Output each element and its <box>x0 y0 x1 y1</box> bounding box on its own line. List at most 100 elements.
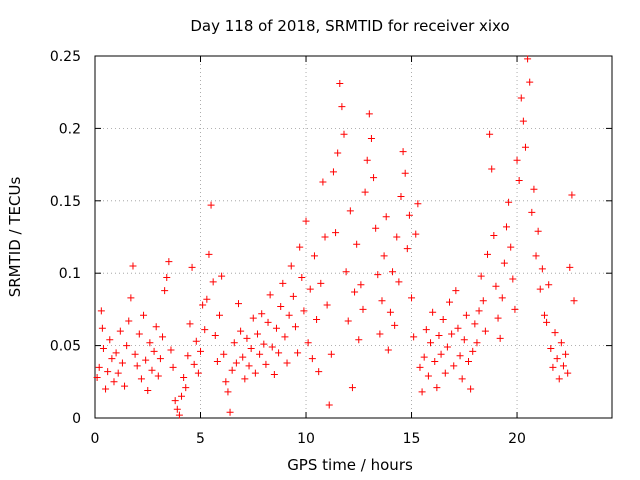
data-point <box>386 308 394 316</box>
data-point <box>439 316 447 324</box>
data-point <box>359 305 367 313</box>
data-point <box>348 384 356 392</box>
data-point <box>467 385 475 393</box>
data-point <box>530 185 538 193</box>
data-point <box>344 317 352 325</box>
data-point <box>370 174 378 182</box>
y-tick-label: 0.15 <box>50 194 81 210</box>
data-point <box>216 311 224 319</box>
data-point <box>336 80 344 88</box>
data-point <box>245 362 253 370</box>
data-point <box>129 262 137 270</box>
data-point <box>266 291 274 299</box>
data-point <box>526 78 534 86</box>
data-point <box>332 229 340 237</box>
data-point <box>454 324 462 332</box>
data-point <box>108 355 116 363</box>
data-point <box>395 278 403 286</box>
data-point <box>175 411 183 419</box>
data-point <box>226 408 234 416</box>
data-point <box>410 333 418 341</box>
data-point <box>146 339 154 347</box>
data-point <box>97 307 105 315</box>
chart-title: Day 118 of 2018, SRMTID for receiver xix… <box>190 17 509 35</box>
data-point <box>112 349 120 357</box>
data-point <box>429 308 437 316</box>
data-point <box>148 366 156 374</box>
data-point <box>405 211 413 219</box>
data-point <box>416 363 424 371</box>
data-point <box>374 271 382 279</box>
data-point <box>555 375 563 383</box>
data-point <box>473 339 481 347</box>
data-point <box>118 359 126 367</box>
data-point <box>264 318 272 326</box>
data-point <box>361 188 369 196</box>
data-point <box>249 314 257 322</box>
data-point <box>296 243 304 251</box>
data-point <box>110 378 118 386</box>
data-point <box>521 143 529 151</box>
data-point <box>479 297 487 305</box>
data-point <box>308 355 316 363</box>
data-point <box>93 373 101 381</box>
data-point <box>127 294 135 302</box>
data-point <box>125 317 133 325</box>
data-point <box>178 392 186 400</box>
data-point <box>98 324 106 332</box>
y-tick-label: 0 <box>72 411 81 427</box>
data-point <box>448 330 456 338</box>
data-point <box>197 347 205 355</box>
data-point <box>511 305 519 313</box>
data-point <box>232 359 240 367</box>
data-point <box>116 327 124 335</box>
data-point <box>321 233 329 241</box>
data-point <box>319 178 327 186</box>
data-point <box>540 311 548 319</box>
data-point <box>313 316 321 324</box>
data-point <box>102 385 110 393</box>
data-point <box>154 372 162 380</box>
y-tick-label: 0.1 <box>59 266 81 282</box>
data-point <box>338 103 346 111</box>
x-tick-label: 0 <box>91 431 100 447</box>
data-point <box>443 343 451 351</box>
x-tick-label: 5 <box>196 431 205 447</box>
data-point <box>184 352 192 360</box>
data-point <box>458 375 466 383</box>
data-point <box>237 327 245 335</box>
data-point <box>199 301 207 309</box>
data-point <box>475 307 483 315</box>
data-point <box>272 324 280 332</box>
data-point <box>182 384 190 392</box>
data-point <box>135 330 143 338</box>
data-point <box>258 310 266 318</box>
grid-lines <box>95 56 612 418</box>
data-point <box>95 363 103 371</box>
data-point <box>279 279 287 287</box>
data-point <box>194 369 202 377</box>
data-point <box>422 326 430 334</box>
data-point <box>551 329 559 337</box>
data-point <box>325 401 333 409</box>
data-point <box>99 344 107 352</box>
data-point <box>285 311 293 319</box>
data-point <box>340 130 348 138</box>
data-point <box>317 279 325 287</box>
data-point <box>268 343 276 351</box>
data-point <box>140 311 148 319</box>
data-point <box>427 339 435 347</box>
data-point <box>346 207 354 215</box>
data-point <box>207 201 215 209</box>
data-point <box>298 274 306 282</box>
data-point <box>380 252 388 260</box>
data-point <box>287 262 295 270</box>
data-point <box>180 373 188 381</box>
data-point <box>163 274 171 282</box>
data-point <box>424 372 432 380</box>
data-point <box>433 384 441 392</box>
data-point <box>553 355 561 363</box>
data-point <box>281 333 289 341</box>
data-point <box>365 110 373 118</box>
